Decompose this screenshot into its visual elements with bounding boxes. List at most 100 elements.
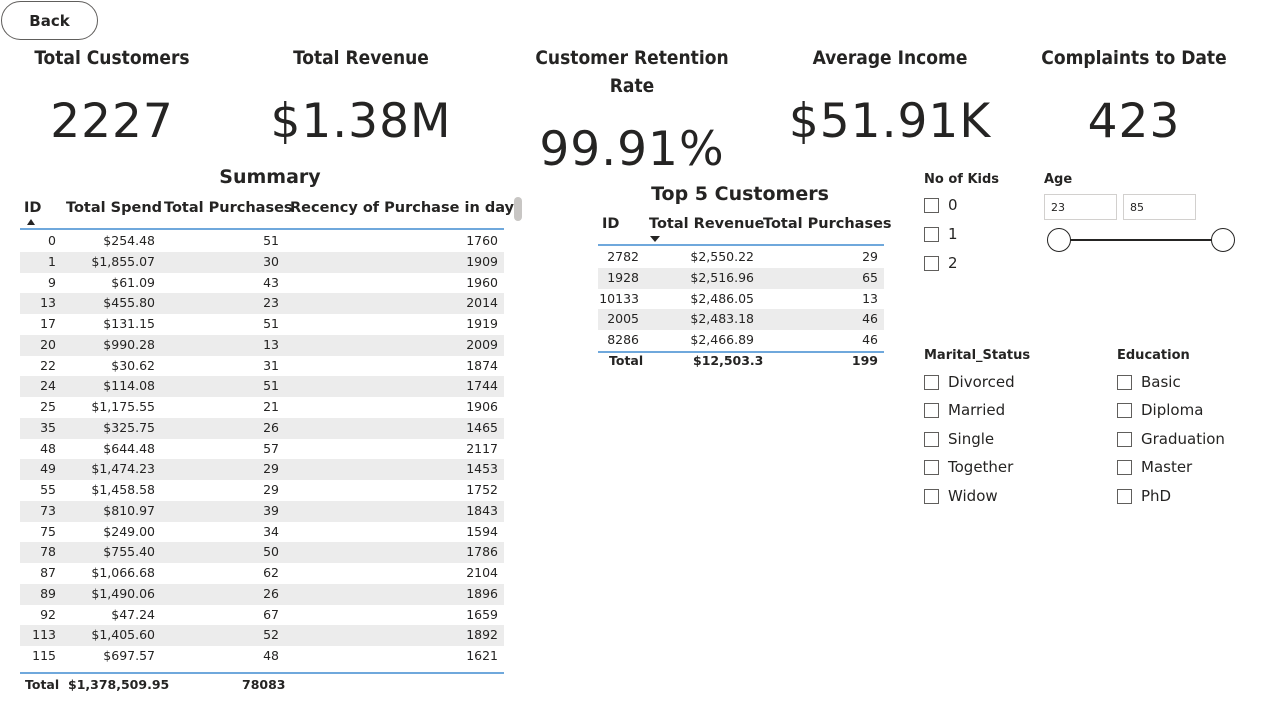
cell-recency: 1892	[466, 627, 498, 643]
cell-recency: 1659	[466, 606, 498, 622]
column-header-total-revenue[interactable]: Total Revenue	[649, 216, 765, 232]
table-row[interactable]: 73 $810.97 39 1843	[20, 500, 504, 522]
marital-option-divorced[interactable]: Divorced	[924, 373, 1015, 391]
cell-total-purchases: 13	[263, 336, 279, 352]
checkbox[interactable]	[924, 488, 939, 504]
table-row[interactable]: 89 $1,490.06 26 1896	[20, 583, 504, 605]
table-row[interactable]: 2782 $2,550.22 29	[598, 247, 884, 268]
option-label: Basic	[1141, 373, 1181, 391]
back-button[interactable]: Back	[1, 1, 98, 40]
kpi-label: Customer Retention Rate	[535, 47, 729, 97]
column-header-id[interactable]: ID	[602, 216, 620, 232]
column-header-recency[interactable]: Recency of Purchase in days	[290, 200, 523, 216]
cell-total-purchases: 30	[263, 253, 279, 269]
table-row[interactable]: 113 $1,405.60 52 1892	[20, 625, 504, 646]
checkbox[interactable]	[1117, 459, 1132, 475]
column-header-total-purchases[interactable]: Total Purchases	[763, 216, 892, 232]
cell-total-purchases: 50	[263, 544, 279, 560]
table-row[interactable]: 1 $1,855.07 30 1909	[20, 251, 504, 273]
top5-total-row: Total $12,503.3 199	[598, 351, 884, 371]
table-row[interactable]: 24 $114.08 51 1744	[20, 376, 504, 397]
column-header-total-purchases[interactable]: Total Purchases	[164, 200, 293, 216]
cell-id: 0	[48, 233, 56, 248]
checkbox[interactable]	[924, 431, 939, 447]
education-option-phd[interactable]: PhD	[1117, 487, 1171, 505]
cell-id: 10133	[599, 290, 639, 306]
checkbox[interactable]	[924, 402, 939, 418]
table-row[interactable]: 78 $755.40 50 1786	[20, 542, 504, 563]
summary-table-body[interactable]: 0 $254.48 51 1760 1 $1,855.07 30 1909 9 $61.09 43 1…	[20, 231, 504, 674]
table-row[interactable]: 115 $697.57 48 1621	[20, 646, 504, 667]
checkbox[interactable]	[924, 459, 939, 475]
age-min-handle[interactable]	[1047, 228, 1071, 252]
cell-recency: 2117	[466, 440, 498, 456]
marital-option-married[interactable]: Married	[924, 401, 1005, 419]
table-row[interactable]: 10133 $2,486.05 13	[598, 289, 884, 310]
table-row[interactable]: 55 $1,458.58 29 1752	[20, 480, 504, 501]
education-option-diploma[interactable]: Diploma	[1117, 401, 1203, 419]
cell-id: 48	[40, 440, 56, 456]
table-row[interactable]: 20 $990.28 13 2009	[20, 334, 504, 356]
age-max-handle[interactable]	[1211, 228, 1235, 252]
cell-total-spend: $249.00	[103, 523, 155, 539]
cell-total-spend: $644.48	[103, 440, 155, 456]
table-row[interactable]: 87 $1,066.68 62 2104	[20, 563, 504, 584]
age-max-input[interactable]: 85	[1123, 194, 1196, 220]
table-row[interactable]: 17 $131.15 51 1919	[20, 314, 504, 335]
cell-id: 22	[40, 357, 56, 373]
table-row[interactable]: 1928 $2,516.96 65	[598, 267, 884, 289]
education-option-basic[interactable]: Basic	[1117, 373, 1181, 391]
checkbox[interactable]	[1117, 488, 1132, 504]
table-row[interactable]: 22 $30.62 31 1874	[20, 356, 504, 377]
table-row[interactable]: 92 $47.24 67 1659	[20, 605, 504, 626]
table-row[interactable]: 9 $61.09 43 1960	[20, 273, 504, 294]
cell-id: 9	[48, 274, 56, 290]
marital-option-widow[interactable]: Widow	[924, 487, 998, 505]
summary-scrollbar[interactable]	[514, 197, 522, 221]
kpi-value: 2227	[50, 94, 174, 149]
cell-total-spend: $1,490.06	[91, 585, 155, 601]
table-row[interactable]: 35 $325.75 26 1465	[20, 417, 504, 439]
table-row[interactable]: 48 $644.48 57 2117	[20, 439, 504, 460]
age-min-input[interactable]: 23	[1044, 194, 1117, 220]
cell-total-spend: $254.48	[103, 233, 155, 248]
checkbox[interactable]	[1117, 402, 1132, 418]
education-option-master[interactable]: Master	[1117, 458, 1192, 476]
cell-recency: 2009	[466, 336, 498, 352]
kids-option-1[interactable]: 1	[924, 225, 958, 243]
checkbox[interactable]	[1117, 431, 1132, 447]
option-label: 0	[948, 196, 958, 214]
marital-option-together[interactable]: Together	[924, 458, 1013, 476]
checkbox[interactable]	[924, 374, 939, 390]
table-row[interactable]: 2005 $2,483.18 46	[598, 309, 884, 330]
top5-table-body[interactable]: 2782 $2,550.22 29 1928 $2,516.96 65 10133 $2,48…	[598, 247, 884, 353]
table-row[interactable]: 49 $1,474.23 29 1453	[20, 459, 504, 480]
kpi-average-income: Average Income $51.91K	[770, 44, 1010, 152]
sort-ascending-icon	[27, 219, 35, 225]
cell-recency: 1760	[466, 233, 498, 248]
marital-option-single[interactable]: Single	[924, 430, 994, 448]
table-row[interactable]: 0 $254.48 51 1760	[20, 231, 504, 252]
kids-option-2[interactable]: 2	[924, 254, 958, 272]
table-row[interactable]: 13 $455.80 23 2014	[20, 293, 504, 314]
cell-total-purchases: 26	[263, 585, 279, 601]
checkbox[interactable]	[924, 226, 939, 242]
kpi-value: 99.91%	[539, 122, 725, 177]
education-option-graduation[interactable]: Graduation	[1117, 430, 1225, 448]
table-row[interactable]: 75 $249.00 34 1594	[20, 522, 504, 543]
total-label: Total	[609, 353, 644, 368]
table-row[interactable]: 8286 $2,466.89 46	[598, 330, 884, 351]
age-slider-track[interactable]	[1059, 239, 1223, 241]
checkbox[interactable]	[924, 197, 939, 213]
kpi-total-revenue: Total Revenue $1.38M	[241, 44, 481, 152]
kids-option-0[interactable]: 0	[924, 196, 958, 214]
cell-id: 55	[40, 482, 56, 497]
checkbox[interactable]	[1117, 374, 1132, 390]
marital-slicer-title: Marital_Status	[924, 348, 1031, 363]
summary-total-row: Total $1,378,509.95 78083	[20, 676, 504, 696]
cell-recency: 1896	[466, 585, 498, 601]
column-header-total-spend[interactable]: Total Spend	[66, 200, 163, 216]
checkbox[interactable]	[924, 255, 939, 271]
table-row[interactable]: 25 $1,175.55 21 1906	[20, 397, 504, 418]
column-header-id[interactable]: ID	[24, 200, 42, 216]
